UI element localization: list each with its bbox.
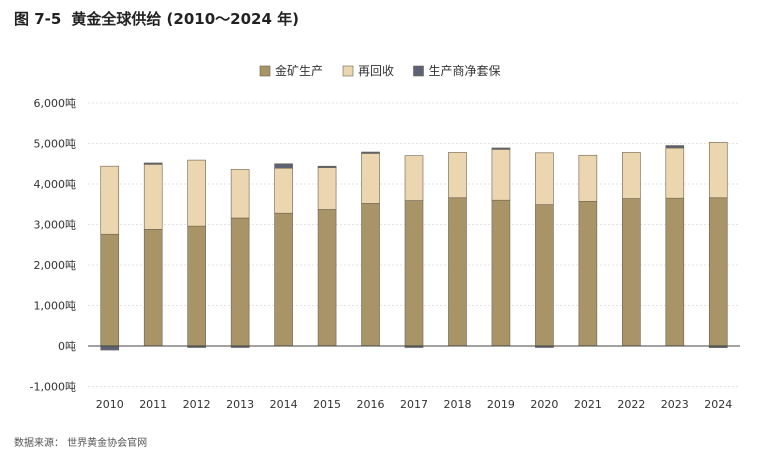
bar-segment <box>274 167 293 214</box>
x-tick-label: 2019 <box>487 398 515 411</box>
bar-segment <box>274 163 293 169</box>
legend-label: 生产商净套保 <box>429 63 501 78</box>
bar-segment <box>535 204 554 347</box>
bar-segment <box>100 233 120 347</box>
bar-segment <box>187 225 206 347</box>
legend-label: 再回收 <box>358 64 394 78</box>
bar-segment <box>578 201 598 347</box>
y-tick-label: 1,000吨 <box>34 300 77 313</box>
bar-segment <box>187 159 206 227</box>
bar-segment <box>143 163 163 230</box>
bar-segment <box>665 147 685 199</box>
bar-segment <box>143 229 163 347</box>
x-tick-label: 2012 <box>183 398 211 411</box>
x-tick-label: 2011 <box>139 398 167 411</box>
y-tick-label: 5,000吨 <box>34 138 77 151</box>
x-tick-label: 2023 <box>661 398 689 411</box>
x-tick-label: 2014 <box>270 398 298 411</box>
bar-segment <box>622 152 641 199</box>
x-tick-label: 2017 <box>400 398 428 411</box>
bar-segment <box>665 145 685 149</box>
x-tick-label: 2018 <box>443 398 471 411</box>
figure-label: 图 7-5 <box>14 10 62 28</box>
bar-segment <box>361 203 380 347</box>
legend-swatch <box>413 65 424 77</box>
x-tick-label: 2021 <box>574 398 602 411</box>
title-text: 黄金全球供给 (2010～2024 年) <box>71 10 299 28</box>
y-tick-label: 2,000吨 <box>34 259 77 272</box>
bar-segment <box>100 165 120 235</box>
x-tick-label: 2015 <box>313 398 341 411</box>
bar-segment <box>317 165 337 168</box>
x-tick-label: 2022 <box>617 398 645 411</box>
bar-segment <box>622 198 641 347</box>
bar-segment <box>230 217 250 347</box>
y-tick-label: -1,000吨 <box>30 381 76 394</box>
bar-segment <box>491 148 511 201</box>
x-tick-label: 2020 <box>530 398 558 411</box>
x-tick-label: 2010 <box>96 398 124 411</box>
bar-segment <box>143 162 163 165</box>
x-tick-label: 2013 <box>226 398 254 411</box>
bar-segment <box>317 209 337 347</box>
y-tick-label: 4,000吨 <box>34 178 77 191</box>
y-tick-label: 6,000吨 <box>34 97 77 110</box>
legend-label: 金矿生产 <box>275 63 323 78</box>
bar-segment <box>491 147 511 150</box>
bar-segment <box>361 151 380 154</box>
bar-segment <box>535 152 554 205</box>
y-tick-label: 0吨 <box>58 340 76 353</box>
bar-segment <box>404 155 424 201</box>
bar-segment <box>361 152 380 204</box>
bar-segment <box>274 212 293 347</box>
bar-segment <box>100 345 120 351</box>
legend-swatch <box>342 65 354 77</box>
bar-segment <box>665 197 685 347</box>
x-tick-label: 2016 <box>357 398 385 411</box>
bar-segment <box>578 154 598 202</box>
source-note: 数据来源： 世界黄金协会官网 <box>14 438 148 449</box>
bar-segment <box>317 166 337 210</box>
bar-segment <box>491 199 511 347</box>
bar-segment <box>708 197 728 347</box>
y-tick-label: 3,000吨 <box>34 219 77 232</box>
bar-segment <box>230 169 250 219</box>
chart-title: 图 7-5 黄金全球供给 (2010～2024 年) <box>14 8 299 29</box>
bar-segment <box>448 152 467 199</box>
x-tick-label: 2024 <box>704 398 732 411</box>
bar-segment <box>404 200 424 347</box>
bar-segment <box>708 141 728 199</box>
legend-swatch <box>259 65 271 77</box>
bar-segment <box>448 197 467 347</box>
